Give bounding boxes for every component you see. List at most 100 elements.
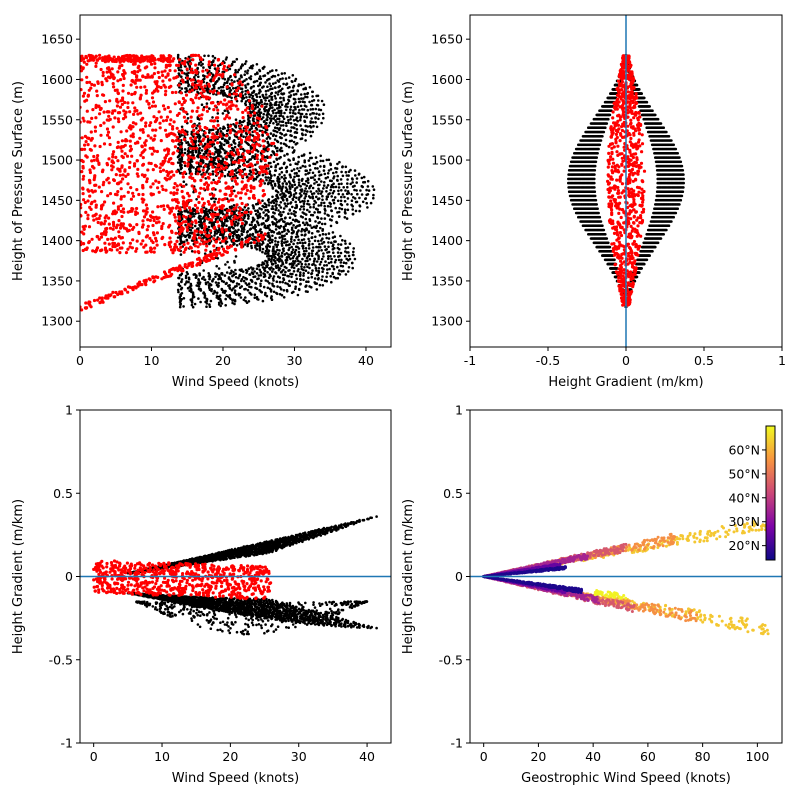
data-point bbox=[285, 258, 289, 262]
data-point bbox=[245, 78, 248, 81]
data-point bbox=[239, 296, 243, 299]
data-point bbox=[131, 135, 135, 139]
data-point bbox=[348, 257, 352, 261]
data-point bbox=[208, 192, 212, 196]
data-point bbox=[347, 266, 351, 269]
data-point bbox=[237, 294, 241, 297]
data-point bbox=[335, 167, 339, 170]
data-point bbox=[205, 238, 208, 241]
data-point bbox=[341, 165, 344, 168]
data-point bbox=[260, 104, 264, 108]
data-point bbox=[135, 74, 139, 78]
data-point bbox=[271, 252, 275, 256]
data-point bbox=[183, 206, 187, 210]
data-point bbox=[297, 181, 301, 184]
data-point bbox=[291, 280, 294, 284]
data-point bbox=[290, 139, 294, 143]
data-point bbox=[187, 280, 190, 284]
data-point bbox=[244, 93, 247, 96]
data-point bbox=[139, 128, 143, 132]
data-point bbox=[82, 198, 86, 202]
data-point bbox=[276, 130, 279, 134]
data-point bbox=[117, 243, 121, 247]
data-point bbox=[330, 195, 334, 198]
data-point bbox=[318, 189, 321, 193]
data-point bbox=[233, 189, 236, 193]
data-point bbox=[184, 274, 188, 278]
data-point bbox=[313, 239, 317, 243]
data-point bbox=[106, 237, 110, 241]
data-point bbox=[292, 224, 295, 227]
data-point bbox=[119, 187, 123, 191]
data-point bbox=[196, 90, 199, 94]
data-point bbox=[273, 108, 276, 112]
data-point bbox=[108, 142, 112, 147]
data-point bbox=[246, 121, 250, 125]
data-point bbox=[208, 221, 211, 224]
data-point bbox=[316, 104, 320, 107]
data-point bbox=[251, 96, 254, 100]
data-point bbox=[180, 157, 184, 161]
data-point bbox=[367, 189, 371, 192]
data-point bbox=[247, 143, 250, 146]
data-point bbox=[87, 178, 92, 182]
data-point bbox=[164, 63, 168, 67]
data-point bbox=[221, 157, 225, 161]
data-point bbox=[282, 199, 285, 202]
data-point bbox=[255, 116, 259, 120]
data-point bbox=[306, 190, 309, 193]
data-point bbox=[282, 210, 285, 214]
data-point bbox=[126, 210, 130, 214]
data-point bbox=[213, 67, 217, 70]
data-point bbox=[214, 281, 218, 284]
data-point bbox=[186, 286, 190, 290]
data-point bbox=[302, 82, 306, 86]
data-point bbox=[267, 204, 271, 207]
data-point bbox=[294, 218, 298, 222]
data-point bbox=[153, 246, 157, 250]
data-point bbox=[272, 122, 275, 125]
data-point bbox=[107, 66, 111, 70]
data-point bbox=[199, 165, 203, 168]
data-point bbox=[268, 179, 272, 182]
data-point bbox=[80, 170, 84, 174]
data-point bbox=[216, 257, 220, 260]
data-point bbox=[215, 206, 219, 210]
data-point bbox=[190, 231, 194, 235]
data-point bbox=[352, 253, 355, 257]
data-point bbox=[262, 85, 265, 88]
data-point bbox=[230, 177, 234, 181]
data-point bbox=[239, 196, 243, 200]
data-point bbox=[183, 161, 187, 165]
data-point bbox=[175, 63, 179, 67]
data-point bbox=[100, 190, 104, 194]
data-point bbox=[297, 174, 300, 178]
data-point bbox=[237, 233, 240, 237]
data-point bbox=[314, 107, 318, 111]
data-point bbox=[253, 135, 257, 139]
data-point bbox=[228, 131, 232, 135]
data-point bbox=[317, 197, 321, 200]
data-point bbox=[278, 173, 281, 176]
data-point bbox=[287, 275, 291, 278]
data-point bbox=[322, 240, 326, 244]
data-point bbox=[257, 274, 261, 277]
data-point bbox=[177, 290, 180, 294]
data-point bbox=[204, 145, 208, 149]
data-point bbox=[220, 302, 224, 305]
data-point bbox=[238, 77, 241, 81]
data-point bbox=[234, 272, 237, 276]
data-point bbox=[217, 163, 221, 167]
data-point bbox=[151, 182, 155, 186]
data-point bbox=[115, 223, 120, 227]
data-point bbox=[267, 201, 271, 204]
data-point bbox=[260, 208, 263, 211]
data-point bbox=[216, 123, 220, 127]
data-point bbox=[177, 100, 181, 104]
data-point bbox=[322, 116, 325, 120]
data-point bbox=[219, 85, 223, 89]
data-point bbox=[190, 67, 194, 71]
data-point bbox=[290, 266, 294, 269]
data-point bbox=[142, 215, 147, 219]
data-point bbox=[177, 83, 181, 87]
